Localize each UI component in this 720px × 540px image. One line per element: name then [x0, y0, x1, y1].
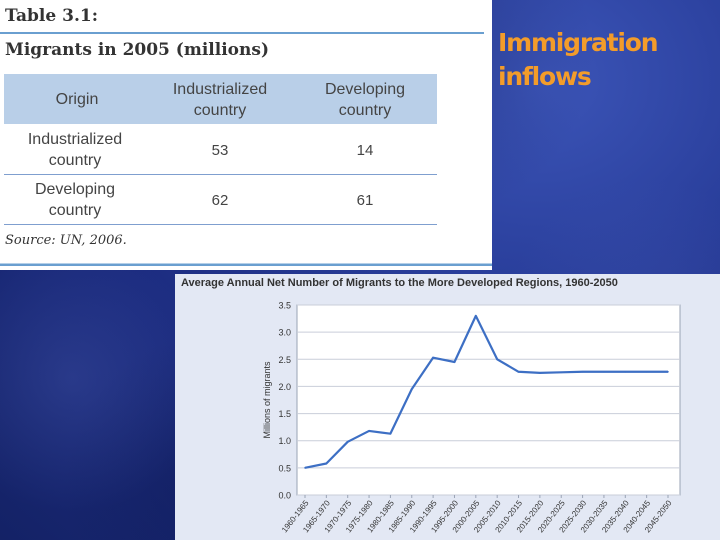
header-developing-line1: Developing: [324, 81, 406, 98]
data-point: [325, 462, 328, 465]
header-industrialized-line1: Industrialized: [172, 81, 268, 98]
row-label-industrialized-line1: Industrialized: [27, 131, 123, 148]
y-tick-label: 2.0: [278, 382, 291, 392]
data-point: [453, 361, 456, 363]
table-caption: Table 3.1:: [5, 6, 98, 26]
data-point: [368, 430, 370, 432]
migrants-chart-panel: Average Annual Net Number of Migrants to…: [175, 274, 720, 540]
row-label-industrialized-line2: country: [48, 152, 102, 169]
data-point: [346, 441, 349, 443]
y-tick-label: 0.0: [278, 491, 291, 501]
row-label-developing-line2: country: [48, 202, 102, 219]
chart-title: Average Annual Net Number of Migrants to…: [181, 277, 618, 289]
header-industrialized-line2: country: [193, 102, 247, 119]
slide-title: Immigration inflows: [498, 26, 708, 94]
data-point: [539, 372, 541, 374]
row-label-developing-line1: Developing: [34, 181, 116, 198]
data-point: [304, 467, 306, 469]
data-point: [581, 370, 584, 373]
y-tick-label: 1.0: [278, 436, 291, 446]
data-point: [432, 356, 434, 359]
slide-title-line1: Immigration: [498, 28, 659, 57]
cell-dev-to-dev: 61: [356, 192, 374, 209]
y-axis-label: Millions of migrants: [262, 361, 272, 439]
data-point: [410, 388, 413, 390]
y-tick-label: 3.0: [278, 328, 291, 338]
header-developing-line2: country: [338, 102, 392, 119]
line-chart: 0.0 0.5 1.0 1.5 2.0 2.5 3.0 3.5 Millions of migr…: [262, 301, 681, 534]
header-origin: Origin: [55, 91, 99, 108]
row-divider: [4, 174, 437, 175]
data-point: [645, 370, 648, 373]
data-point: [475, 315, 477, 317]
plot-area: [296, 304, 681, 496]
data-point: [624, 370, 627, 373]
cell-ind-to-ind: 53: [211, 142, 229, 159]
table-bottom-rule: [0, 256, 492, 270]
data-point: [667, 370, 669, 373]
y-tick-label: 1.5: [278, 409, 291, 419]
data-point: [517, 370, 520, 373]
table-top-rule: [0, 32, 484, 34]
table-source: Source: UN, 2006.: [5, 233, 127, 248]
data-point: [496, 358, 498, 361]
migrants-table-panel: Table 3.1: Migrants in 2005 (millions) O…: [0, 0, 492, 270]
data-point: [389, 432, 392, 435]
data-point: [560, 371, 563, 374]
cell-ind-to-dev: 14: [356, 142, 374, 159]
data-point: [603, 370, 605, 373]
row-divider: [4, 224, 437, 225]
slide-title-line2: inflows: [498, 62, 592, 91]
table-title: Migrants in 2005 (millions): [5, 40, 269, 60]
y-tick-label: 0.5: [278, 463, 291, 473]
table-header-row: [4, 74, 437, 124]
y-tick-label: 3.5: [278, 301, 291, 311]
y-tick-label: 2.5: [278, 355, 291, 365]
cell-dev-to-ind: 62: [211, 192, 229, 209]
series-line: [304, 314, 668, 469]
